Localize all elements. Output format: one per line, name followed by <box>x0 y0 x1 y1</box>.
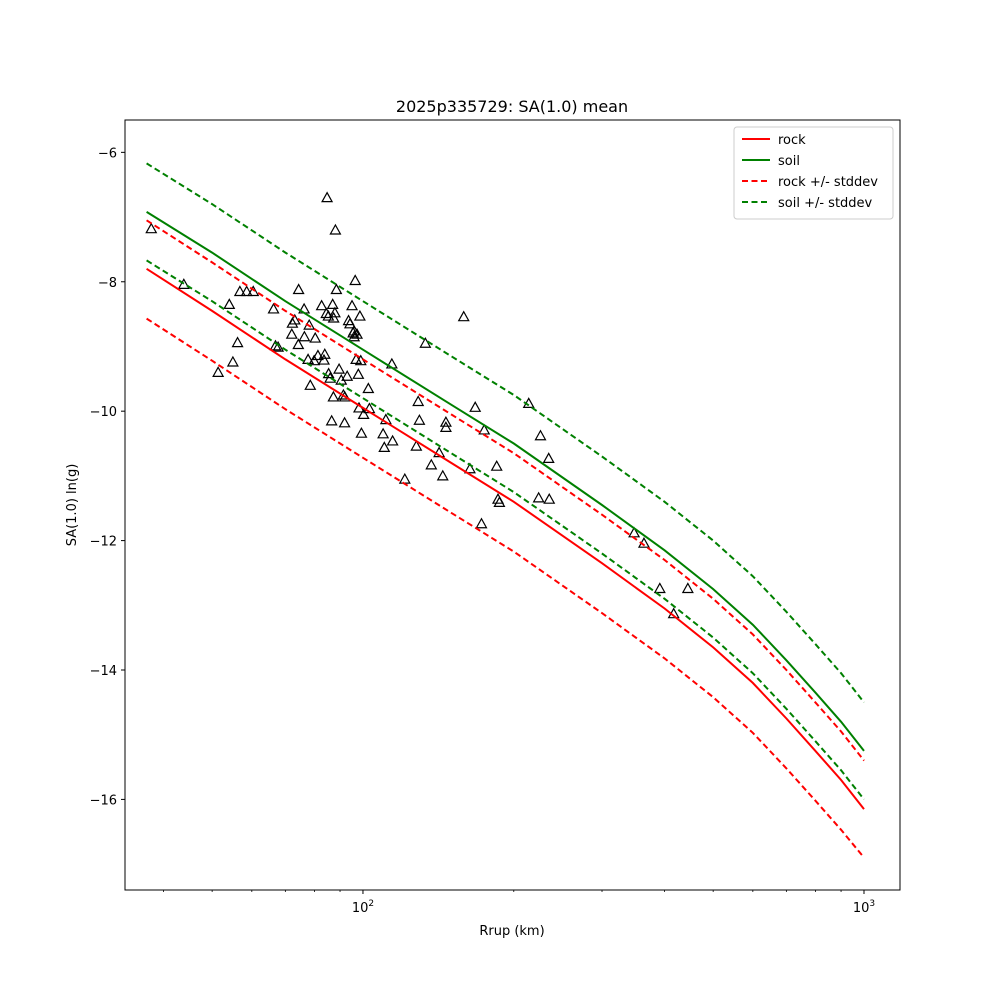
y-tick-label: −14 <box>90 664 117 679</box>
plot-area <box>145 162 865 859</box>
observation-point <box>378 441 391 453</box>
observation-point <box>327 311 340 323</box>
observation-point <box>298 330 311 342</box>
y-tick-label: −10 <box>90 405 117 420</box>
observation-point <box>436 469 449 481</box>
observation-point <box>338 416 351 428</box>
observation-point <box>350 327 364 339</box>
observation-point <box>247 285 260 297</box>
observation-point <box>355 426 368 438</box>
series-line-lower-stddev-5 <box>146 259 865 801</box>
series-line-soil-stddev-4 <box>146 162 865 704</box>
observation-point <box>226 355 239 367</box>
observation-point <box>542 452 555 464</box>
y-axis-label: SA(1.0) ln(g) <box>65 464 80 547</box>
observation-point <box>349 274 362 286</box>
observation-point <box>338 390 351 402</box>
observation-point <box>348 330 361 342</box>
observation-point <box>328 306 341 318</box>
axes-frame <box>124 119 901 891</box>
series-line-rock-0 <box>146 267 865 810</box>
observation-point <box>333 362 346 374</box>
observation-point <box>357 408 370 420</box>
observation-point <box>433 446 446 458</box>
observation-point <box>292 338 305 350</box>
observation-point <box>425 458 438 470</box>
observation-point <box>439 415 452 427</box>
observation-point <box>346 299 359 311</box>
legend: rock soil rock +/- stddev soil +/- stddev <box>733 126 894 220</box>
observation-point <box>327 390 340 402</box>
observation-point <box>362 382 375 394</box>
observation-point <box>317 353 331 365</box>
series-line-lower-stddev-3 <box>146 317 865 859</box>
x-tick-label: 102 <box>352 899 374 916</box>
series-line-soil-1 <box>146 211 865 752</box>
observation-point <box>475 517 488 529</box>
observation-point <box>681 582 694 594</box>
observation-point <box>288 313 301 325</box>
observation-point <box>240 285 253 297</box>
y-tick-label: −8 <box>98 276 117 291</box>
observation-point <box>352 368 365 379</box>
x-tick-label: 103 <box>853 899 875 916</box>
x-axis-label: Rrup (km) <box>479 924 544 939</box>
series-line-rock-stddev-2 <box>146 219 865 762</box>
observation-point <box>534 429 547 441</box>
observation-point <box>653 582 666 594</box>
observation-point <box>329 223 342 235</box>
observation-point <box>412 395 425 407</box>
axis-ticks: −16 −14 −12 −10 −8 −6 102 103 <box>90 146 876 916</box>
observation-point <box>321 191 334 203</box>
observation-point <box>223 298 236 310</box>
legend-label: soil +/- stddev <box>778 196 873 211</box>
observation-point <box>292 283 305 295</box>
observation-point <box>308 354 321 366</box>
observation-point <box>322 367 335 379</box>
observation-point <box>386 434 399 446</box>
legend-label: rock +/- stddev <box>778 175 878 190</box>
observation-point <box>457 310 470 322</box>
observation-point <box>325 414 338 426</box>
observation-point <box>493 496 506 508</box>
legend-frame <box>733 126 894 220</box>
observation-point <box>309 331 322 343</box>
observation-point <box>330 283 343 295</box>
y-tick-label: −16 <box>90 793 117 808</box>
y-tick-label: −12 <box>90 535 117 550</box>
y-tick-label: −6 <box>98 146 117 161</box>
observation-point <box>543 492 556 504</box>
observation-point <box>413 413 426 425</box>
observation-point <box>231 336 244 348</box>
observation-point <box>315 299 328 311</box>
observation-point <box>145 222 158 234</box>
observation-point <box>267 302 280 314</box>
legend-label: rock <box>778 133 806 148</box>
observation-point <box>410 439 423 451</box>
observation-point <box>304 379 317 390</box>
observation-point <box>341 369 354 381</box>
observation-point <box>377 427 390 439</box>
observation-point <box>343 317 356 329</box>
observation-point <box>272 340 285 352</box>
observation-point <box>532 491 545 503</box>
observation-point <box>212 366 225 377</box>
observation-point <box>233 285 246 297</box>
observation-point <box>463 462 476 474</box>
observation-point <box>379 413 392 425</box>
chart-title: 2025p335729: SA(1.0) mean <box>396 97 628 116</box>
observation-point <box>469 401 482 412</box>
observation-point <box>311 349 324 361</box>
observation-point <box>285 327 298 339</box>
observation-point <box>353 309 366 321</box>
observation-point <box>490 459 503 471</box>
observation-point <box>318 347 331 359</box>
legend-label: soil <box>778 154 800 169</box>
observation-point <box>177 278 190 289</box>
observation-point <box>439 421 452 432</box>
observation-point <box>324 371 337 383</box>
observation-point <box>326 298 339 310</box>
